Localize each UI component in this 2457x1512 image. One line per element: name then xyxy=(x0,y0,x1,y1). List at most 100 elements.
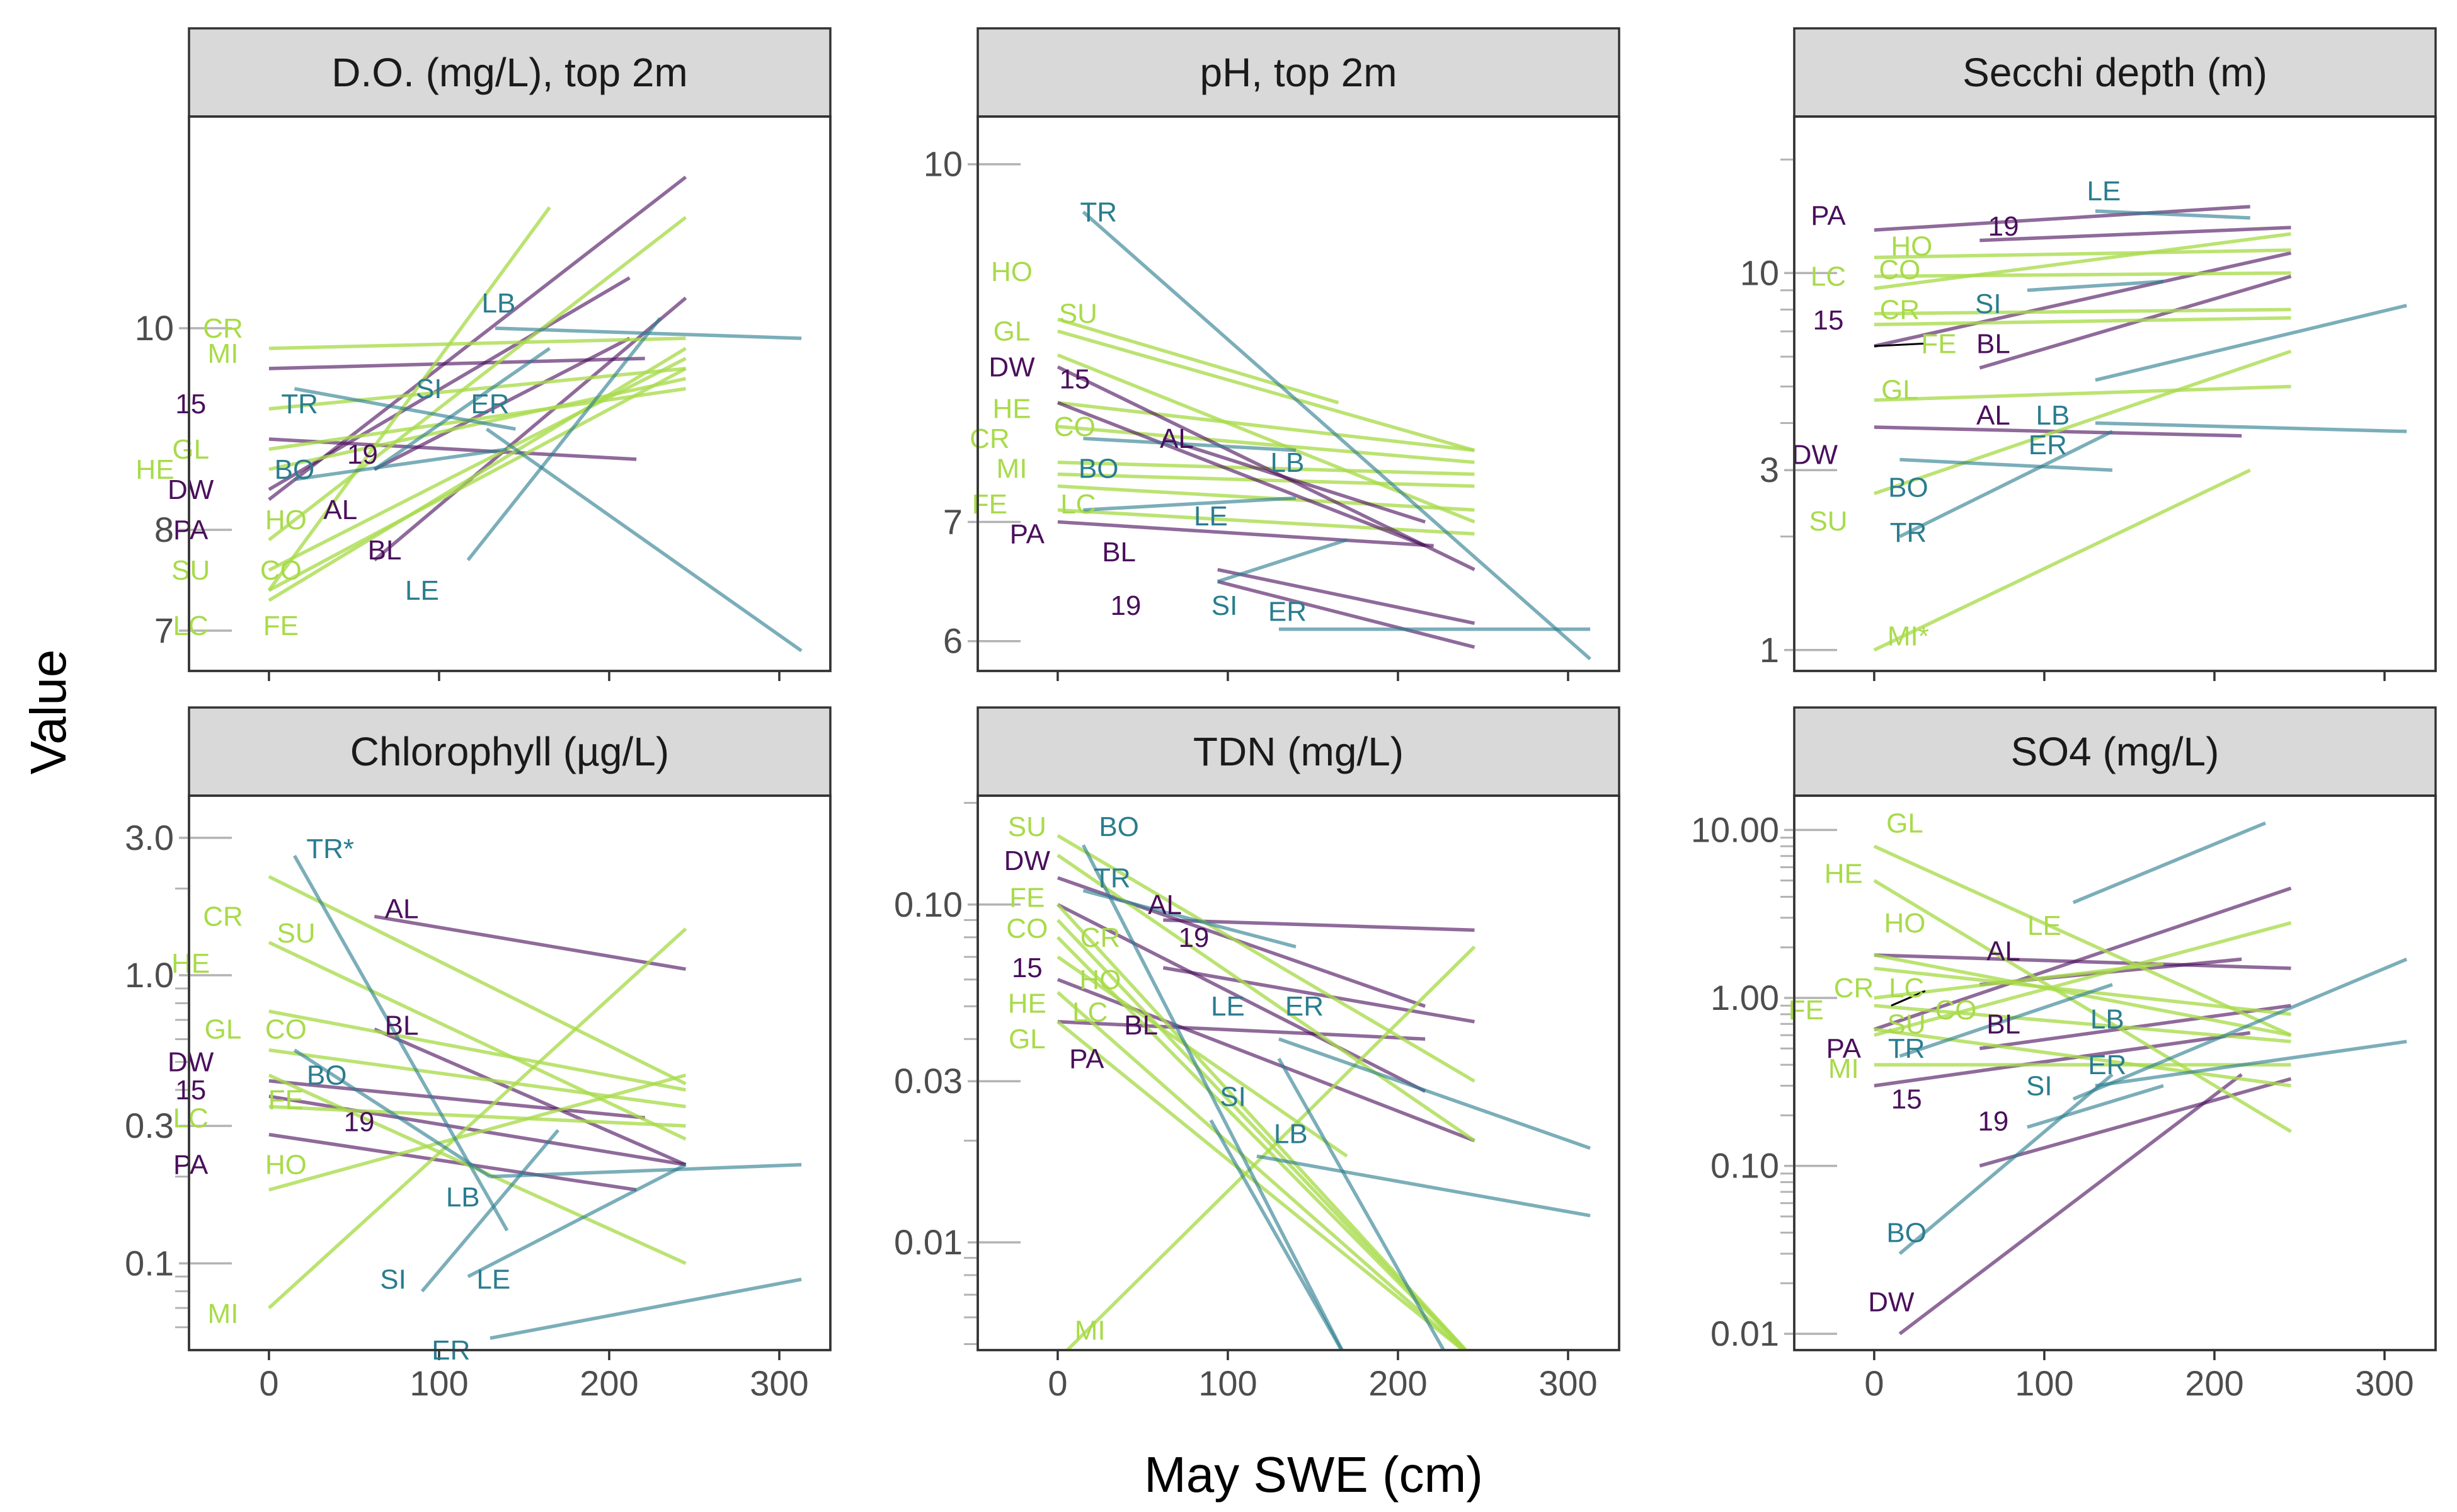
lake-label: FE xyxy=(263,610,299,641)
trend-line xyxy=(490,1278,802,1340)
trend-line xyxy=(1874,232,2291,290)
y-tick-label: 10.00 xyxy=(1691,810,1779,849)
trend-line xyxy=(374,914,686,971)
panel-title: SO4 (mg/L) xyxy=(2011,729,2219,774)
panel-border xyxy=(1793,115,2437,672)
trend-line xyxy=(466,317,662,561)
trend-line xyxy=(1057,365,1475,571)
trend-line xyxy=(267,206,551,592)
y-tick-label: 1.0 xyxy=(125,955,174,995)
lake-label: SU xyxy=(1809,506,1847,537)
x-tick-label: 200 xyxy=(2185,1363,2243,1403)
trend-line xyxy=(2095,209,2250,220)
lake-label: BL xyxy=(368,535,402,566)
trend-line xyxy=(268,941,687,1141)
lake-label: PA xyxy=(1010,518,1045,549)
lake-label: 15 xyxy=(175,389,206,420)
trend-line xyxy=(1057,425,1475,464)
trend-line xyxy=(1898,1073,2243,1336)
lake-label: BL xyxy=(1102,537,1136,568)
lake-label: BO xyxy=(1888,472,1928,503)
trend-line xyxy=(268,276,631,491)
y-tick-label: 0.01 xyxy=(1710,1314,1779,1353)
trend-line xyxy=(467,1163,687,1278)
lake-label: HE xyxy=(171,948,210,979)
trend-line xyxy=(1057,318,1339,404)
y-tick-label: 0.01 xyxy=(894,1222,963,1262)
trend-line xyxy=(1256,1154,1591,1218)
trend-line xyxy=(268,927,687,1310)
lake-label: SI xyxy=(1211,590,1238,621)
y-tick-label: 10 xyxy=(1740,253,1779,292)
lake-label: MI xyxy=(208,338,239,369)
trend-line xyxy=(1874,966,2291,1016)
trend-line xyxy=(1056,936,1468,1350)
x-tick-label: 0 xyxy=(259,1363,278,1403)
lake-label: LB xyxy=(1271,447,1305,478)
lake-label: BO xyxy=(1886,1218,1927,1249)
trend-line xyxy=(1873,844,2292,1037)
x-tick-label: 200 xyxy=(580,1363,638,1403)
panel-tdn: TDN (mg/L) 0.01 0.03 0.10 0 100 200 300 SU BO DW T… xyxy=(894,706,1620,1403)
series-lines xyxy=(1873,205,2407,652)
series-lines xyxy=(1056,833,1591,1350)
trend-line xyxy=(1209,1119,1344,1350)
strip-background xyxy=(976,27,1620,118)
trend-line xyxy=(1162,966,1475,1024)
lake-label: CO xyxy=(1006,914,1048,944)
series-lines xyxy=(267,175,803,653)
lake-label: CO xyxy=(1935,995,1977,1026)
trend-line xyxy=(420,1129,560,1293)
lake-label: CR xyxy=(203,902,243,932)
strip-background xyxy=(976,706,1620,797)
lake-label: 15 xyxy=(1059,364,1090,394)
lake-label: MI xyxy=(997,453,1028,484)
trend-line xyxy=(1874,921,2292,1037)
trend-line xyxy=(1874,349,2292,496)
lake-label: AL xyxy=(323,495,357,525)
trend-line xyxy=(1057,1020,1426,1041)
trend-line xyxy=(1874,205,2250,232)
series-lines xyxy=(1057,210,1591,661)
trend-line xyxy=(268,1073,687,1192)
lake-label: CR xyxy=(970,423,1010,454)
trend-line xyxy=(268,367,687,592)
strip-background xyxy=(188,27,832,118)
trend-line xyxy=(268,1009,686,1092)
lake-label: SI xyxy=(1975,289,2002,319)
lake-label: CR xyxy=(1080,922,1121,953)
lake-label: HO xyxy=(1079,965,1121,995)
lake-label: SI xyxy=(2026,1070,2053,1101)
lake-label: DW xyxy=(988,352,1035,382)
trend-line xyxy=(1874,316,2291,326)
trend-line xyxy=(1873,468,2251,652)
trend-line xyxy=(1057,329,1475,452)
x-tick-label: 100 xyxy=(410,1363,468,1403)
y-tick-label: 0.03 xyxy=(894,1061,963,1101)
plot-area xyxy=(1793,794,2437,1351)
trend-line xyxy=(1057,520,1434,548)
y-tick-label: 3.0 xyxy=(125,818,174,857)
lake-label: CO xyxy=(260,555,302,586)
x-tick-label: 0 xyxy=(1864,1363,1884,1403)
trend-line xyxy=(2027,1084,2164,1129)
lake-label: CO xyxy=(1054,411,1096,442)
y-tick-label: 0.10 xyxy=(894,885,963,924)
lake-label: LC xyxy=(1889,973,1924,1004)
lake-label: SI xyxy=(1220,1082,1246,1113)
panel-chlorophyll: Chlorophyll (µg/L) 0.1 0.3 1.0 3.0 0 100 200 30… xyxy=(125,706,832,1403)
trend-line xyxy=(1277,1057,1446,1350)
lake-label: LB xyxy=(1274,1118,1308,1149)
panel-border xyxy=(976,794,1620,1351)
trend-line xyxy=(1056,919,1469,1350)
lake-label: SU xyxy=(277,918,316,949)
lake-label: AL xyxy=(385,894,419,925)
lake-label: SU xyxy=(1887,1009,1926,1040)
lake-label: SI xyxy=(416,374,442,404)
lake-label: DW xyxy=(1792,439,1838,470)
panel-title: Secchi depth (m) xyxy=(1962,50,2267,95)
lake-label: PA xyxy=(173,515,209,546)
trend-line xyxy=(374,1028,687,1167)
x-tick-label: 100 xyxy=(2015,1363,2073,1403)
